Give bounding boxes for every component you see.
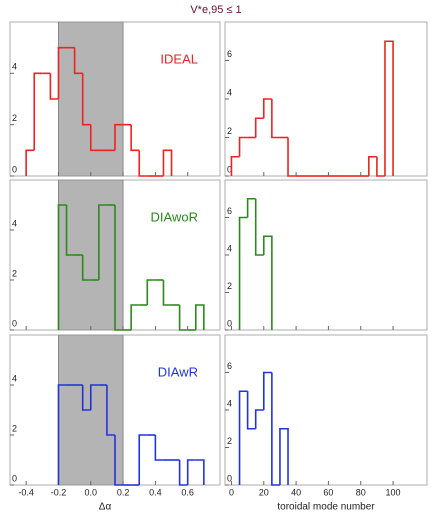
histogram-bin: [246, 391, 256, 430]
x-tick-label: 20: [259, 487, 269, 497]
histogram-bin: [130, 304, 140, 330]
x-tick-label: 100: [386, 487, 401, 497]
x-tick-label: 0.6: [181, 487, 194, 497]
histogram-bin: [238, 136, 248, 157]
y-tick-label: 2: [12, 113, 17, 123]
histogram-bin: [271, 99, 280, 139]
y-tick-label: 4: [12, 218, 17, 228]
histogram-bin: [254, 117, 264, 138]
histogram-bin: [230, 155, 240, 176]
panel-label: DIAwR: [158, 364, 198, 379]
x-tick-label: 40: [291, 487, 301, 497]
y-tick-label: 4: [227, 398, 232, 408]
histogram-bin: [178, 460, 188, 486]
histogram-bin: [384, 40, 394, 176]
histogram-bin: [114, 123, 124, 151]
histogram-bin: [57, 204, 67, 330]
histogram-bin: [81, 73, 91, 126]
histogram-bin: [98, 204, 107, 280]
histogram-bin: [25, 149, 35, 176]
histogram-bin: [246, 197, 256, 218]
histogram-bin: [49, 73, 59, 100]
panel-frame: [224, 21, 428, 177]
histogram-bin: [114, 435, 124, 486]
y-tick-label: 0: [12, 164, 17, 174]
histogram-bin: [287, 137, 297, 177]
y-tick-label: 2: [227, 436, 232, 446]
histogram-bin: [65, 205, 75, 256]
histogram-bin: [279, 427, 289, 485]
y-tick-label: 4: [227, 243, 232, 253]
panel-frame: [9, 21, 221, 177]
x-tick-label: 0.2: [117, 487, 130, 497]
histogram-bin: [186, 459, 196, 485]
y-tick-label: 0: [227, 473, 232, 483]
y-tick-label: 4: [12, 62, 17, 72]
histogram-bin: [57, 384, 67, 485]
histogram-bin: [73, 47, 83, 75]
shaded-region: [58, 21, 124, 177]
y-tick-label: 2: [12, 268, 17, 278]
y-tick-label: 0: [12, 318, 17, 328]
x-tick-label: 80: [356, 487, 366, 497]
y-tick-label: 0: [227, 164, 232, 174]
histogram-bin: [368, 155, 377, 176]
histogram-bin: [194, 304, 205, 330]
histogram-bin: [195, 459, 205, 485]
histogram-bin: [138, 434, 148, 485]
panel-label: DIAwoR: [151, 209, 198, 224]
x-tick-label: -0.4: [18, 487, 34, 497]
y-tick-label: 6: [227, 361, 232, 371]
chart-title: V*e,95 ≤ 1: [190, 4, 241, 16]
y-tick-label: 4: [12, 373, 17, 383]
histogram-bin: [254, 409, 264, 429]
histogram-bin: [154, 435, 164, 461]
y-tick-label: 6: [227, 49, 232, 59]
histogram-bin: [57, 46, 67, 99]
y-tick-label: 2: [227, 281, 232, 291]
histogram-bin: [33, 72, 43, 151]
x-tick-label: 60: [323, 487, 333, 497]
histogram-bin: [106, 385, 115, 436]
histogram-bin: [376, 156, 385, 177]
histogram-bin: [146, 279, 156, 305]
y-tick-label: 0: [12, 473, 17, 483]
y-tick-label: 4: [227, 87, 232, 97]
histogram-bin: [81, 385, 91, 411]
histogram-bin: [271, 372, 280, 486]
histogram-bin: [89, 384, 99, 410]
panel-label: IDEAL: [160, 51, 198, 66]
histogram-bin: [262, 98, 272, 119]
histogram-bin: [238, 390, 248, 485]
histogram-bin: [114, 205, 124, 331]
histogram-bin: [238, 216, 248, 330]
x-tick-label: 0: [229, 487, 234, 497]
histogram-bin: [162, 280, 172, 306]
y-tick-label: 6: [227, 206, 232, 216]
histogram-bin: [130, 124, 140, 152]
y-tick-label: 2: [227, 126, 232, 136]
histogram-bin: [262, 371, 272, 410]
y-tick-label: 2: [12, 423, 17, 433]
histogram-bin: [178, 305, 188, 331]
x-axis-label: Δα: [99, 502, 112, 513]
histogram-bin: [89, 124, 99, 152]
histogram-bin: [81, 255, 91, 281]
x-tick-label: -0.2: [51, 487, 67, 497]
histogram-bin: [262, 235, 273, 330]
x-tick-label: 0.0: [85, 487, 98, 497]
x-tick-label: 0.4: [149, 487, 162, 497]
histogram-bin: [254, 198, 264, 256]
histogram-bin: [138, 150, 148, 177]
y-tick-label: 0: [227, 318, 232, 328]
x-axis-label: toroidal mode number: [277, 502, 375, 513]
histogram-bin: [162, 149, 173, 176]
